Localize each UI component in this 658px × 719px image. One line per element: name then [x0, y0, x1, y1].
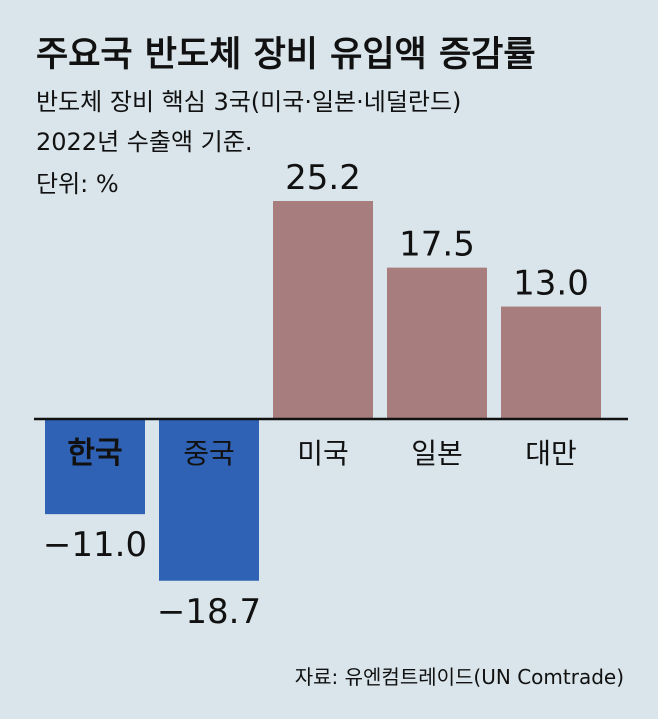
source-note: 자료: 유엔컴트레이드(UN Comtrade) — [295, 665, 624, 689]
bars-group: 한국 −11.0 중국 −18.7 미국 25.2 일본 17.5 대만 13.0 — [43, 158, 601, 632]
bar-2 — [159, 419, 259, 581]
value-label-1: −11.0 — [43, 525, 147, 565]
bar-1 — [45, 419, 145, 515]
bar-4 — [387, 267, 487, 419]
value-label-2: −18.7 — [157, 592, 261, 632]
category-label-5: 대만 — [525, 437, 577, 470]
chart-subtitle-line-1: 반도체 장비 핵심 3국(미국·일본·네덜란드) — [36, 88, 461, 116]
value-label-3: 25.2 — [285, 158, 361, 198]
chart-subtitle-line-2: 2022년 수출액 기준. — [36, 128, 252, 156]
value-label-5: 13.0 — [513, 264, 589, 304]
category-label-2: 중국 — [183, 437, 235, 470]
bar-5 — [501, 306, 601, 419]
category-label-3: 미국 — [297, 437, 349, 470]
unit-label: 단위: % — [36, 170, 119, 198]
value-label-4: 17.5 — [399, 225, 475, 265]
category-label-4: 일본 — [411, 437, 463, 470]
category-label-1: 한국 — [67, 436, 122, 471]
chart-title: 주요국 반도체 장비 유입액 증감률 — [36, 35, 536, 75]
bar-3 — [273, 201, 373, 419]
